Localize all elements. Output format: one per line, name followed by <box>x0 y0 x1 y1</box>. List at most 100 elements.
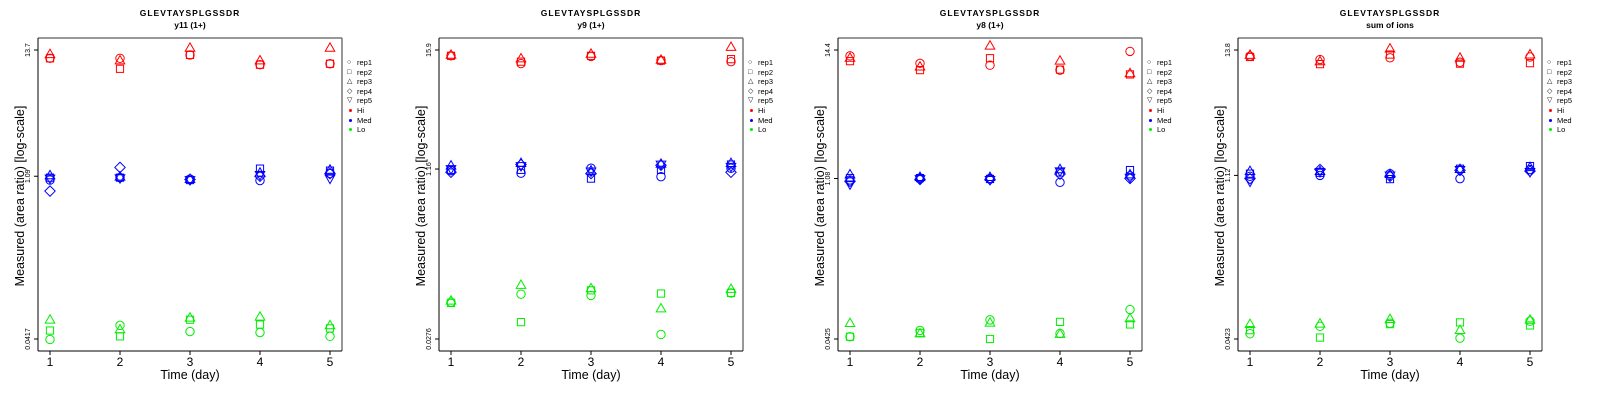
point-lo-rep3 <box>44 313 56 324</box>
legend-symbol-icon: ○ <box>347 59 352 66</box>
x-tick-label: 4 <box>1457 355 1464 369</box>
legend-label: rep3 <box>1157 77 1173 87</box>
chart-subtitle: y11 (1+) <box>174 20 206 30</box>
point-lo-rep3 <box>1384 313 1396 324</box>
point-med-rep2 <box>656 165 666 174</box>
point-lo-rep2 <box>45 326 55 335</box>
plot-area: 15.9 1.16 0.0276 1 2 3 4 5 <box>426 37 744 369</box>
point-hi-rep1 <box>1455 57 1465 67</box>
point-med-rep5 <box>914 175 926 185</box>
point-lo-rep2 <box>516 318 526 327</box>
point-lo-rep2 <box>1525 321 1535 330</box>
point-hi-rep3 <box>1054 54 1066 65</box>
x-axis-label: Time (day) <box>1360 368 1420 382</box>
point-med-rep4 <box>844 175 856 188</box>
legend-label: rep1 <box>1157 58 1173 67</box>
point-hi-rep2 <box>115 64 125 73</box>
point-hi-rep2 <box>325 59 335 68</box>
point-hi-rep3 <box>44 48 56 59</box>
point-med-rep1 <box>325 168 335 179</box>
legend-color-dot-icon <box>349 118 352 122</box>
point-lo-rep2 <box>915 328 925 338</box>
point-med-rep3 <box>1454 163 1466 174</box>
legend-item: △ rep3 <box>1547 77 1572 87</box>
point-lo-rep1 <box>446 297 456 307</box>
point-lo-rep3 <box>1054 327 1066 338</box>
plot-area: 13.8 1.12 0.0423 1 2 3 4 5 <box>1225 37 1543 369</box>
legend-symbol-icon: □ <box>1547 68 1552 76</box>
legend-label: Med <box>758 115 773 125</box>
point-hi-rep1 <box>325 59 335 69</box>
point-lo-rep1 <box>255 327 265 338</box>
point-hi-rep1 <box>1125 46 1135 57</box>
chart-title: GLEVTAYSPLGSSDR <box>939 8 1041 18</box>
point-med-rep3 <box>844 168 856 179</box>
legend-item: ◇ rep4 <box>347 87 372 97</box>
x-tick-label: 5 <box>728 355 735 369</box>
legend-label: Hi <box>357 105 365 115</box>
point-hi-rep3 <box>445 48 457 59</box>
point-lo-rep3 <box>655 302 667 313</box>
point-hi-rep1 <box>1055 65 1065 75</box>
point-med-rep4 <box>1054 168 1066 181</box>
y-tick-label: 13.8 <box>1225 43 1232 57</box>
point-hi-rep2 <box>845 57 855 66</box>
legend-symbol-icon: ◇ <box>1147 87 1153 95</box>
legend-item: Med <box>1147 116 1172 126</box>
point-hi-rep3 <box>324 41 336 52</box>
legend-color-dot-icon <box>1549 128 1552 132</box>
point-med-rep5 <box>1524 168 1536 178</box>
legend-item: ○ rep1 <box>748 58 773 68</box>
point-med-rep5 <box>725 162 737 173</box>
point-hi-rep2 <box>656 56 666 65</box>
point-lo-rep2 <box>255 320 265 329</box>
point-lo-rep2 <box>726 288 736 298</box>
legend-item: △ rep3 <box>748 77 773 87</box>
point-hi-rep1 <box>1385 53 1395 63</box>
point-med-rep3 <box>114 170 126 181</box>
point-med-rep5 <box>1384 171 1396 182</box>
point-lo-rep2 <box>586 286 596 295</box>
point-med-rep1 <box>115 172 125 183</box>
point-lo-rep2 <box>115 332 125 341</box>
point-lo-rep3 <box>984 316 996 327</box>
point-lo-rep2 <box>1315 333 1325 342</box>
point-med-rep4 <box>44 185 56 197</box>
point-lo-rep1 <box>45 334 55 345</box>
x-tick-label: 5 <box>327 355 334 369</box>
point-lo-rep1 <box>845 332 855 342</box>
point-med-rep2 <box>586 174 596 183</box>
point-lo-rep1 <box>985 315 995 325</box>
legend: ○ rep1 □ rep2 △ rep3 ◇ rep4 ▽ rep5 Hi Med Lo <box>347 58 372 135</box>
x-axis-label: Time (day) <box>160 368 220 382</box>
legend-symbol-icon: △ <box>1547 78 1553 86</box>
y-tick-label: 0.0423 <box>1225 328 1232 350</box>
point-med-rep5 <box>1454 166 1466 176</box>
legend-item: Med <box>1547 116 1572 126</box>
legend-item: Hi <box>748 106 773 116</box>
point-med-rep5 <box>44 174 56 185</box>
legend-symbol-icon: △ <box>347 78 353 86</box>
chart-panel: GLEVTAYSPLGSSDR y11 (1+) Measured (area … <box>0 0 400 400</box>
legend-label: rep4 <box>1557 86 1573 96</box>
chart-subtitle: y9 (1+) <box>577 20 605 30</box>
x-tick-label: 3 <box>1387 355 1394 369</box>
x-tick-label: 2 <box>117 355 124 369</box>
legend-label: Hi <box>1557 105 1565 115</box>
point-lo-rep1 <box>1525 316 1535 326</box>
point-med-rep5 <box>254 170 266 181</box>
point-lo-rep1 <box>915 325 925 336</box>
point-med-rep5 <box>655 160 667 171</box>
point-hi-rep3 <box>1124 67 1136 78</box>
legend-item: ◇ rep4 <box>1147 87 1172 97</box>
point-hi-rep2 <box>985 54 995 63</box>
y-tick-label: 0.0417 <box>25 328 32 350</box>
legend-color-dot-icon <box>1149 128 1152 132</box>
legend-symbol-icon: □ <box>748 68 753 76</box>
point-lo-rep1 <box>1385 318 1395 328</box>
point-lo-rep1 <box>516 289 526 299</box>
x-tick-label: 2 <box>917 355 924 369</box>
legend-item: ▽ rep5 <box>748 96 773 106</box>
y-tick-label: 14.4 <box>825 43 832 57</box>
point-hi-rep1 <box>446 51 456 61</box>
